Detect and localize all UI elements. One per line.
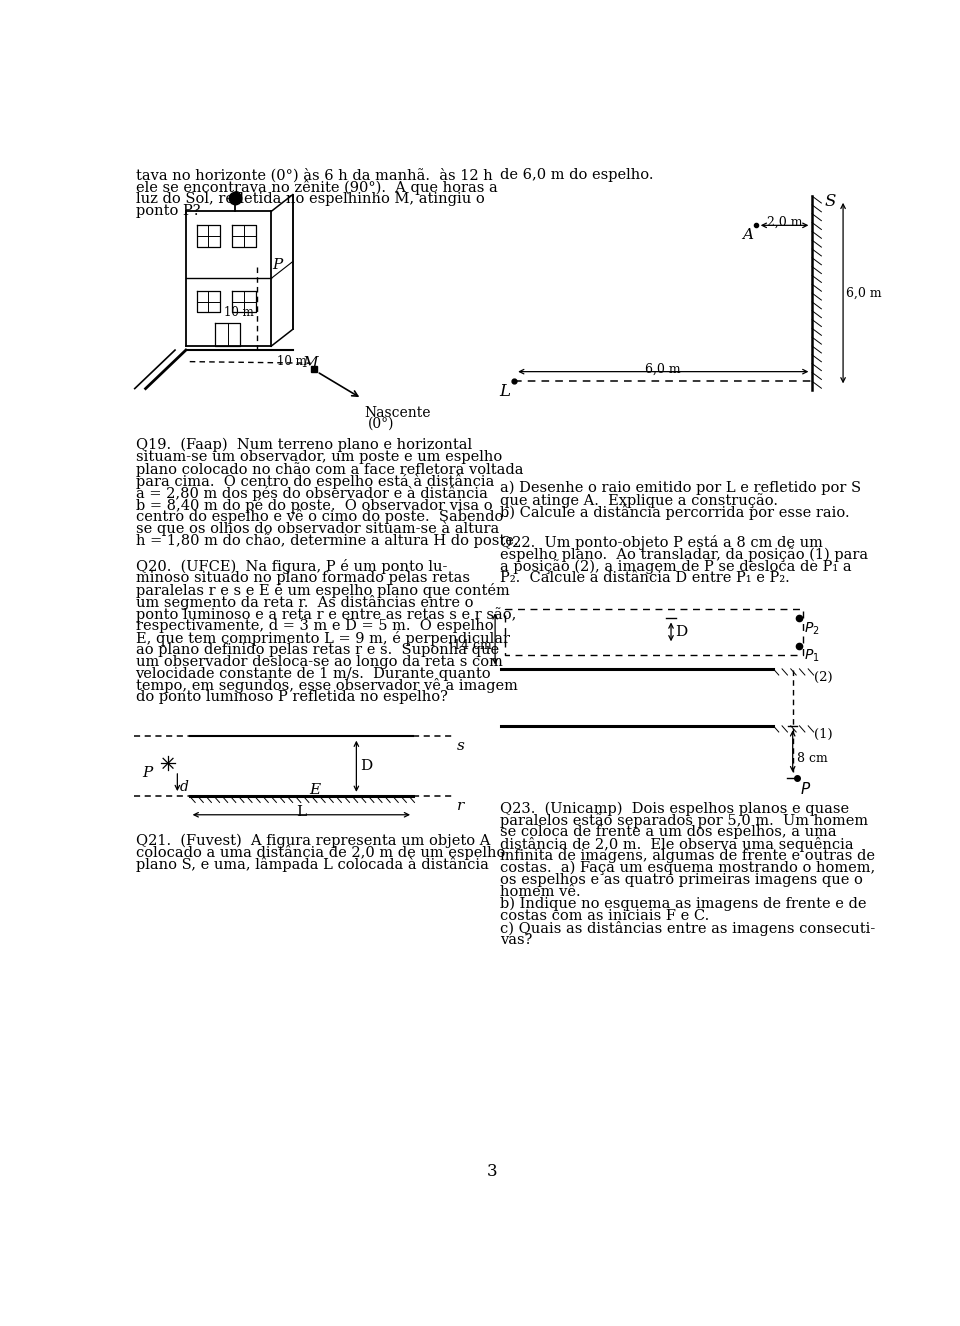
Text: um segmento da reta r.  As distâncias entre o: um segmento da reta r. As distâncias ent… <box>135 595 473 610</box>
Text: ao plano definido pelas retas r e s.  Suponha que: ao plano definido pelas retas r e s. Sup… <box>135 643 498 656</box>
Text: do ponto luminoso P refletida no espelho?: do ponto luminoso P refletida no espelho… <box>135 691 447 704</box>
Text: P₂.  Calcule a distância D entre P₁ e P₂.: P₂. Calcule a distância D entre P₁ e P₂. <box>500 572 789 585</box>
Text: 10 m: 10 m <box>225 306 254 318</box>
Text: d: d <box>180 780 188 794</box>
Text: 3: 3 <box>487 1163 497 1180</box>
Text: 14 cm: 14 cm <box>453 639 492 652</box>
Text: A: A <box>742 228 754 241</box>
Text: s: s <box>457 740 465 753</box>
Text: (1): (1) <box>814 728 833 741</box>
Text: 2,0 m: 2,0 m <box>767 215 803 228</box>
Text: Q19.  (Faap)  Num terreno plano e horizontal: Q19. (Faap) Num terreno plano e horizont… <box>135 438 471 452</box>
Text: infinita de imagens, algumas de frente e outras de: infinita de imagens, algumas de frente e… <box>500 849 875 863</box>
Text: L: L <box>297 805 306 818</box>
Text: ponto P?: ponto P? <box>135 204 200 219</box>
Text: plano S, e uma, lâmpada L colocada à distância: plano S, e uma, lâmpada L colocada à dis… <box>135 857 489 873</box>
Text: colocado a uma distância de 2,0 m de um espelho: colocado a uma distância de 2,0 m de um … <box>135 845 505 861</box>
Text: a posição (2), a imagem de P se desloca de P₁ a: a posição (2), a imagem de P se desloca … <box>500 560 852 574</box>
Text: Q20.  (UFCE)  Na figura, P é um ponto lu-: Q20. (UFCE) Na figura, P é um ponto lu- <box>135 560 446 574</box>
Text: E: E <box>309 784 321 797</box>
Text: r: r <box>457 800 465 813</box>
Text: luz do Sol, refletida no espelhinho M, atingiu o: luz do Sol, refletida no espelhinho M, a… <box>135 192 484 207</box>
Text: os espelhos e as quatro primeiras imagens que o: os espelhos e as quatro primeiras imagen… <box>500 873 863 887</box>
Text: c) Quais as distâncias entre as imagens consecuti-: c) Quais as distâncias entre as imagens … <box>500 920 875 936</box>
Text: P: P <box>273 257 283 272</box>
Text: 10 m: 10 m <box>276 355 306 369</box>
Text: E, que tem comprimento L = 9 m, é perpendicular: E, que tem comprimento L = 9 m, é perpen… <box>135 631 510 646</box>
Text: b) Indique no esquema as imagens de frente e de: b) Indique no esquema as imagens de fren… <box>500 896 866 911</box>
Text: L: L <box>499 383 510 400</box>
Text: (2): (2) <box>814 671 833 684</box>
Text: D: D <box>675 625 687 639</box>
Text: 6,0 m: 6,0 m <box>645 362 681 375</box>
Text: respectivamente, d = 3 m e D = 5 m.  O espelho: respectivamente, d = 3 m e D = 5 m. O es… <box>135 619 493 633</box>
Text: centro do espelho e vê o cimo do poste.  Sabendo-: centro do espelho e vê o cimo do poste. … <box>135 509 508 525</box>
Text: b) Calcule a distância percorrida por esse raio.: b) Calcule a distância percorrida por es… <box>500 505 850 520</box>
Text: 6,0 m: 6,0 m <box>846 286 882 300</box>
Text: velocidade constante de 1 m/s.  Durante quanto: velocidade constante de 1 m/s. Durante q… <box>135 667 492 680</box>
Text: Q21.  (Fuvest)  A figura representa um objeto A: Q21. (Fuvest) A figura representa um obj… <box>135 833 490 847</box>
Text: um observador desloca-se ao longo da reta s com: um observador desloca-se ao longo da ret… <box>135 655 502 668</box>
Text: S: S <box>825 194 836 210</box>
Text: homem vê.: homem vê. <box>500 884 581 899</box>
Text: M: M <box>302 357 318 370</box>
Text: b = 8,40 m do pé do poste.  O observador visa o: b = 8,40 m do pé do poste. O observador … <box>135 497 492 513</box>
Text: espelho plano.  Ao transladar, da posição (1) para: espelho plano. Ao transladar, da posição… <box>500 548 868 562</box>
Text: se coloca de frente a um dos espelhos, a uma: se coloca de frente a um dos espelhos, a… <box>500 825 836 839</box>
Text: $P$: $P$ <box>801 781 811 797</box>
Text: paralelas r e s e E é um espelho plano que contém: paralelas r e s e E é um espelho plano q… <box>135 583 509 598</box>
Text: Nascente: Nascente <box>364 406 431 420</box>
Text: ponto luminoso e a reta r e entre as retas s e r são,: ponto luminoso e a reta r e entre as ret… <box>135 607 516 622</box>
Text: tava no horizonte (0°) às 6 h da manhã.  às 12 h: tava no horizonte (0°) às 6 h da manhã. … <box>135 168 492 183</box>
Text: $P_2$: $P_2$ <box>804 621 820 636</box>
Text: minoso situado no plano formado pelas retas: minoso situado no plano formado pelas re… <box>135 572 469 585</box>
Text: paralelos estão separados por 5,0 m.  Um homem: paralelos estão separados por 5,0 m. Um … <box>500 813 868 829</box>
Text: que atinge A.  Explique a construção.: que atinge A. Explique a construção. <box>500 493 778 508</box>
Text: h = 1,80 m do chão, determine a altura H do poste.: h = 1,80 m do chão, determine a altura H… <box>135 533 518 548</box>
Text: de 6,0 m do espelho.: de 6,0 m do espelho. <box>500 168 653 183</box>
Text: tempo, em segundos, esse observador vê a imagem: tempo, em segundos, esse observador vê a… <box>135 679 517 693</box>
Text: Q22.  Um ponto-objeto P está a 8 cm de um: Q22. Um ponto-objeto P está a 8 cm de um <box>500 536 823 550</box>
Text: D: D <box>360 760 372 773</box>
Text: situam-se um observador, um poste e um espelho: situam-se um observador, um poste e um e… <box>135 450 502 464</box>
Text: ele se encontrava no zênite (90°).  A que horas a: ele se encontrava no zênite (90°). A que… <box>135 180 497 195</box>
Text: Q23.  (Unicamp)  Dois espelhos planos e quase: Q23. (Unicamp) Dois espelhos planos e qu… <box>500 801 849 815</box>
Text: costas.  a) Faça um esquema mostrando o homem,: costas. a) Faça um esquema mostrando o h… <box>500 861 875 875</box>
Text: a) Desenhe o raio emitido por L e refletido por S: a) Desenhe o raio emitido por L e reflet… <box>500 481 861 496</box>
Text: P: P <box>142 766 153 780</box>
Text: distância de 2,0 m.  Ele observa uma sequência: distância de 2,0 m. Ele observa uma sequ… <box>500 837 853 853</box>
Text: $P_1$: $P_1$ <box>804 648 820 664</box>
Text: se que os olhos do observador situam-se à altura: se que os olhos do observador situam-se … <box>135 521 499 537</box>
Text: (0°): (0°) <box>368 418 395 431</box>
Text: costas com as iniciais F e C.: costas com as iniciais F e C. <box>500 908 709 923</box>
Text: a = 2,80 m dos pés do observador e à distância: a = 2,80 m dos pés do observador e à dis… <box>135 485 488 501</box>
Text: para cima.  O centro do espelho está à distância: para cima. O centro do espelho está à di… <box>135 473 493 489</box>
Text: vas?: vas? <box>500 932 532 947</box>
Text: 8 cm: 8 cm <box>797 752 828 765</box>
Text: plano colocado no chão com a face refletora voltada: plano colocado no chão com a face reflet… <box>135 461 523 476</box>
